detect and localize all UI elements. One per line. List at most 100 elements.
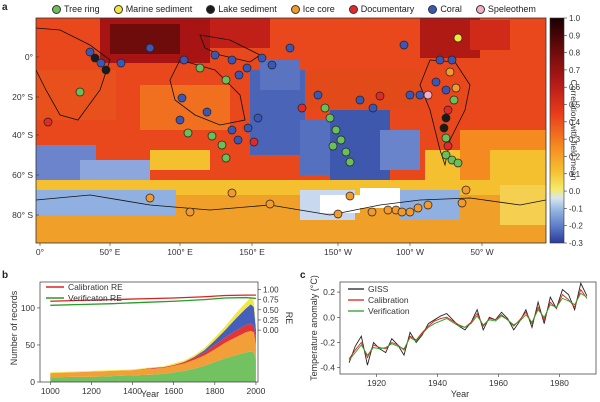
y-tick-label: 0.2 (323, 287, 335, 297)
legend-marker-icon (52, 4, 61, 14)
colorbar-tick-label: 0.8 (569, 49, 581, 58)
legend-marker-icon (475, 4, 485, 14)
y-tick-label: 0 (30, 377, 35, 387)
longitude-tick-label: 50° W (470, 247, 493, 257)
legend-label: Ice core (302, 4, 335, 14)
re-line-calibration-re (50, 294, 256, 302)
colorbar-tick-label: 0.6 (569, 83, 581, 92)
legend-label: Documentary (360, 4, 415, 14)
colorbar-tick-label: 0.7 (569, 66, 581, 75)
map-frame (35, 17, 547, 244)
legend-label: Speleothem (487, 4, 536, 14)
panel-a-label: a (2, 2, 8, 13)
colorbar-tick-label: -0.3 (569, 239, 583, 248)
longitude-tick-label: 150° W (324, 247, 352, 257)
y-tick-right-label: 0.25 (263, 316, 279, 325)
y-tick-right-label: 0.50 (263, 306, 279, 315)
legend-marker-icon (206, 4, 216, 14)
colorbar-tick-label: 0.0 (569, 187, 581, 196)
longitude-tick-label: 50° E (100, 247, 121, 257)
legend-label: Tree ring (64, 4, 100, 14)
legend-label: Lake sediment (218, 4, 277, 14)
x-tick-label: 1960 (489, 378, 508, 388)
y-tick-label: 0.0 (323, 312, 335, 322)
legend-label: Verificaton RE (68, 293, 122, 303)
temperature-chart: 1920 1940 1960 1980 0.2 0.0 -0.2 -0.4 GISSCalibr… (320, 281, 597, 388)
legend-label: Marine sediment (125, 4, 193, 14)
proxy-markers (43, 33, 471, 219)
colorbar-tick-label: -0.2 (569, 222, 583, 231)
y-tick-label: -0.2 (320, 337, 335, 347)
colorbar-tick-label: 1.0 (569, 14, 581, 23)
latitude-tick-label: 20° S (12, 92, 33, 102)
y-tick-label: -0.4 (320, 363, 335, 373)
panel-c-ylabel: Temperature anomaly (°C) (309, 275, 319, 381)
temperature-line-verification (348, 292, 588, 361)
latitude-tick-label: 80° S (12, 210, 33, 220)
legend-label: Calibration (368, 295, 409, 305)
legend-label: Coral (440, 4, 462, 14)
colorbar-tick-label: 0.4 (569, 118, 581, 127)
legend-marker-icon (348, 4, 358, 14)
records-area-tree-ring (50, 351, 256, 382)
colorbar-label: Correlation with field mean (569, 79, 579, 181)
legend-item-documentary: Documentary (348, 4, 415, 14)
records-area-documentary (50, 323, 256, 374)
colorbar-tick-label: 0.2 (569, 152, 581, 161)
x-tick-label: 1000 (41, 386, 60, 396)
legend-item-marine-sediment: Marine sediment (113, 4, 193, 14)
longitude-tick-label: 0° (36, 247, 44, 257)
latitude-ticks: 0° 20° S 40° S 60° S 80° S (12, 52, 39, 220)
x-tick-label: 1980 (550, 378, 569, 388)
legend-item-coral: Coral (428, 4, 462, 14)
panel-b-ylabel: Number of records (9, 290, 19, 366)
colorbar-tick-label: 0.5 (569, 101, 581, 110)
longitude-ticks: 0° 50° E 100° E 150° E 150° W 100° W 50° W (36, 243, 494, 257)
colorbar-ticks: 1.0 0.9 0.8 0.7 0.6 0.5 0.4 0.3 0.2 0.1 0.0 -0.1 -0.… (564, 14, 583, 248)
records-area-ice-core (50, 330, 256, 378)
x-tick-label: 2000 (246, 386, 265, 396)
legend-label: Verification (368, 306, 410, 316)
legend-marker-icon (290, 4, 300, 14)
colorbar-tick-label: 0.1 (569, 170, 581, 179)
panel-b-label: b (2, 270, 9, 281)
correlation-map: 1.0 0.9 0.8 0.7 0.6 0.5 0.4 0.3 0.2 0.1 0.0 -0.1 -0.… (12, 14, 583, 257)
longitude-tick-label: 100° E (167, 247, 193, 257)
legend-item-lake-sediment: Lake sediment (206, 4, 277, 14)
legend-label: Calibration RE (68, 282, 123, 292)
legend-item-ice-core: Ice core (290, 4, 335, 14)
y-tick-right-label: 0.00 (263, 326, 279, 335)
colorbar-tick-label: 0.3 (569, 135, 581, 144)
y-tick-right-label: 1.00 (263, 285, 279, 294)
legend-label: GISS (368, 284, 389, 294)
records-chart: 1000 1200 1400 1600 1800 20000501001.000.750.… (21, 281, 279, 396)
panel-b-frame (39, 281, 259, 383)
latitude-tick-label: 60° S (12, 170, 33, 180)
x-tick-label: 1940 (428, 378, 447, 388)
longitude-tick-label: 100° W (396, 247, 424, 257)
panel-b-xlabel: Year (140, 389, 160, 399)
longitude-tick-label: 150° E (239, 247, 265, 257)
legend-item-tree-ring: Tree ring (52, 4, 100, 14)
x-tick-label: 1400 (123, 386, 142, 396)
x-tick-label: 1600 (164, 386, 183, 396)
x-tick-label: 1920 (367, 378, 386, 388)
legend-marker-icon (113, 4, 123, 14)
latitude-tick-label: 0° (25, 52, 33, 62)
re-line-verificaton-re (50, 296, 256, 306)
panel-c-xlabel: Year (450, 389, 470, 399)
colorbar (549, 17, 565, 244)
panel-c-label: c (300, 270, 306, 281)
latitude-tick-label: 40° S (12, 130, 33, 140)
y-tick-label: 50 (26, 340, 36, 350)
panel-a-legend: Tree ring Marine sediment Lake sediment Ice… (52, 2, 536, 16)
legend-item-speleothem: Speleothem (475, 4, 536, 14)
colorbar-tick-label: 0.9 (569, 31, 581, 40)
legend-marker-icon (428, 4, 438, 14)
panel-c-frame (339, 281, 597, 375)
x-tick-label: 1800 (205, 386, 224, 396)
panel-b-ylabel-right: RE (284, 311, 294, 325)
y-tick-label: 100 (21, 303, 35, 313)
x-tick-label: 1200 (82, 386, 101, 396)
colorbar-tick-label: -0.1 (569, 204, 583, 213)
